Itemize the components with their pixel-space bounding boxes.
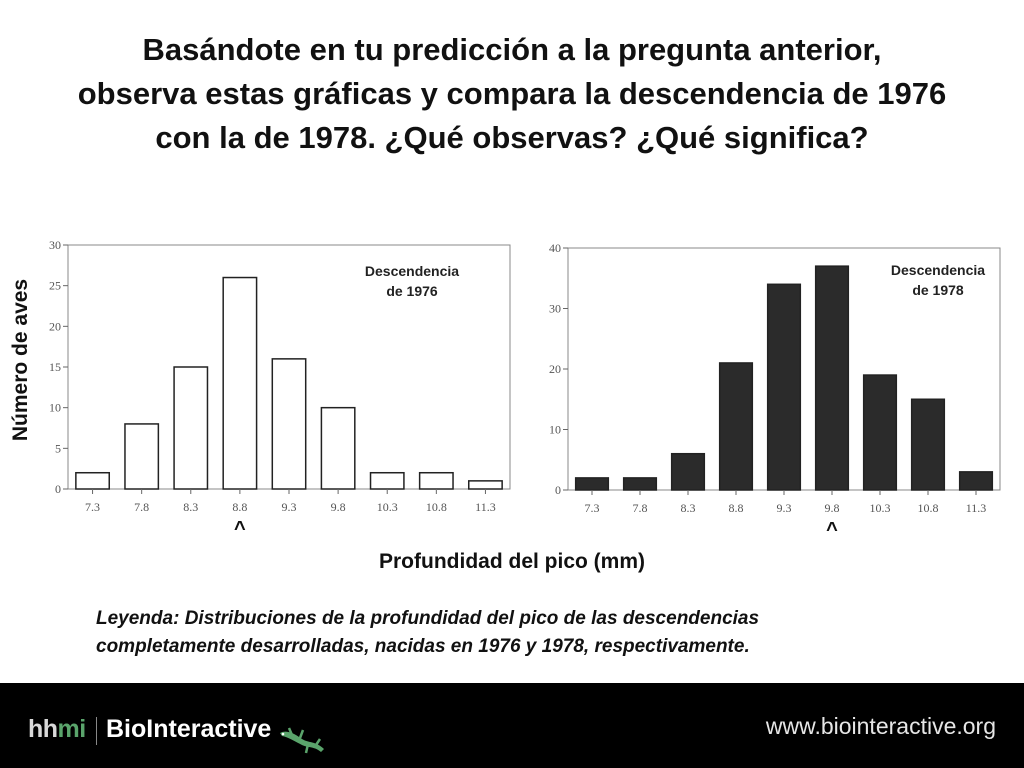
x-tick-label: 9.8 xyxy=(825,501,840,515)
bar xyxy=(124,423,160,490)
bar xyxy=(766,283,802,491)
y-tick-label: 20 xyxy=(549,362,561,376)
y-tick-label: 10 xyxy=(549,423,561,437)
y-tick-label: 10 xyxy=(49,401,61,415)
x-tick-label: 8.3 xyxy=(183,500,198,514)
bar xyxy=(418,471,454,490)
biointeractive-logo-text: BioInteractive xyxy=(106,715,272,743)
x-tick-label: 7.8 xyxy=(134,500,149,514)
legend-label: Descendencia xyxy=(365,263,459,279)
y-tick-label: 30 xyxy=(49,238,61,252)
x-axis-title: Profundidad del pico (mm) xyxy=(379,550,645,573)
legend-label: Descendencia xyxy=(891,262,985,278)
x-tick-label: 10.3 xyxy=(377,500,398,514)
x-tick-label: 9.3 xyxy=(282,500,297,514)
x-tick-label: 7.8 xyxy=(633,501,648,515)
mean-marker: ^ xyxy=(234,518,246,540)
caption-line-1: Leyenda: Distribuciones de la profundida… xyxy=(96,608,760,629)
title-line-3: con la de 1978. ¿Qué observas? ¿Qué sign… xyxy=(155,120,869,155)
caption-line-2: completamente desarrolladas, nacidas en … xyxy=(96,636,750,657)
x-tick-label: 9.3 xyxy=(777,501,792,515)
bar xyxy=(173,366,209,490)
chart-1976-svg: 0 5 10 15 20 25 30 7.3 7.8 8.3 8.8 9.3 9.8 10.3 10.8 11… xyxy=(49,238,511,540)
footer-bar: hhmi BioInteractive www.biointeractive.o… xyxy=(0,683,1024,768)
y-tick-label: 15 xyxy=(49,360,61,374)
bar xyxy=(958,471,994,491)
x-tick-label: 7.3 xyxy=(85,500,100,514)
y-tick-label: 40 xyxy=(549,241,561,255)
mean-marker: ^ xyxy=(826,519,838,540)
bar xyxy=(862,374,898,491)
chart-1978-svg: 0 10 20 30 40 7.3 7.8 8.3 8.8 9.3 9.8 10.3 10.8 11.3 ^… xyxy=(549,241,1001,540)
bar xyxy=(320,406,356,490)
y-tick-label: 25 xyxy=(49,279,61,293)
x-tick-label: 8.8 xyxy=(729,501,744,515)
x-tick-label: 11.3 xyxy=(966,501,987,515)
x-tick-label: 8.3 xyxy=(681,501,696,515)
x-tick-label: 11.3 xyxy=(475,500,496,514)
bar xyxy=(670,452,706,491)
y-axis-title: Número de aves xyxy=(9,278,32,442)
y-tick-label: 30 xyxy=(549,302,561,316)
chart-1978: 0 10 20 30 40 7.3 7.8 8.3 8.8 9.3 9.8 10.3 10.8 11.3 ^… xyxy=(530,230,1010,540)
title-line-1: Basándote en tu predicción a la pregunta… xyxy=(142,32,882,67)
bar xyxy=(622,477,658,491)
y-tick-label: 0 xyxy=(555,483,561,497)
x-tick-label: 10.3 xyxy=(870,501,891,515)
title-line-2: observa estas gráficas y compara la desc… xyxy=(77,76,947,111)
legend-label: de 1976 xyxy=(386,283,438,299)
logo-hh: hh xyxy=(28,715,58,743)
bar xyxy=(718,362,754,491)
hhmi-logo-text: hhmi xyxy=(28,715,86,744)
y-tick-label: 5 xyxy=(55,441,61,455)
x-tick-label: 9.8 xyxy=(331,500,346,514)
bar xyxy=(574,477,610,491)
bar xyxy=(369,471,405,490)
y-tick-label: 20 xyxy=(49,319,61,333)
x-tick-label: 8.8 xyxy=(232,500,247,514)
bar xyxy=(910,398,946,491)
figure-caption: Leyenda: Distribuciones de la profundida… xyxy=(96,605,936,661)
chart-1976: 0 5 10 15 20 25 30 7.3 7.8 8.3 8.8 9.3 9.8 10.3 10.8 11… xyxy=(40,230,520,540)
x-tick-label: 7.3 xyxy=(585,501,600,515)
x-tick-label: 10.8 xyxy=(426,500,447,514)
logo-mi: mi xyxy=(57,715,87,743)
logo-divider xyxy=(96,717,97,745)
bar xyxy=(75,471,111,490)
y-tick-label: 0 xyxy=(55,482,61,496)
legend-label: de 1978 xyxy=(912,282,964,298)
bar xyxy=(814,265,850,491)
website-url[interactable]: www.biointeractive.org xyxy=(765,713,996,739)
bar xyxy=(467,480,503,490)
lizard-icon xyxy=(280,727,324,754)
bar xyxy=(222,276,258,490)
bar xyxy=(271,358,307,490)
slide-title: Basándote en tu predicción a la pregunta… xyxy=(20,28,1004,160)
x-tick-label: 10.8 xyxy=(918,501,939,515)
